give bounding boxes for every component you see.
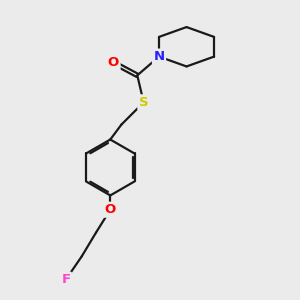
Text: O: O: [108, 56, 119, 69]
Text: O: O: [105, 203, 116, 216]
Text: N: N: [154, 50, 165, 63]
Text: F: F: [61, 273, 70, 286]
Text: S: S: [139, 96, 148, 109]
